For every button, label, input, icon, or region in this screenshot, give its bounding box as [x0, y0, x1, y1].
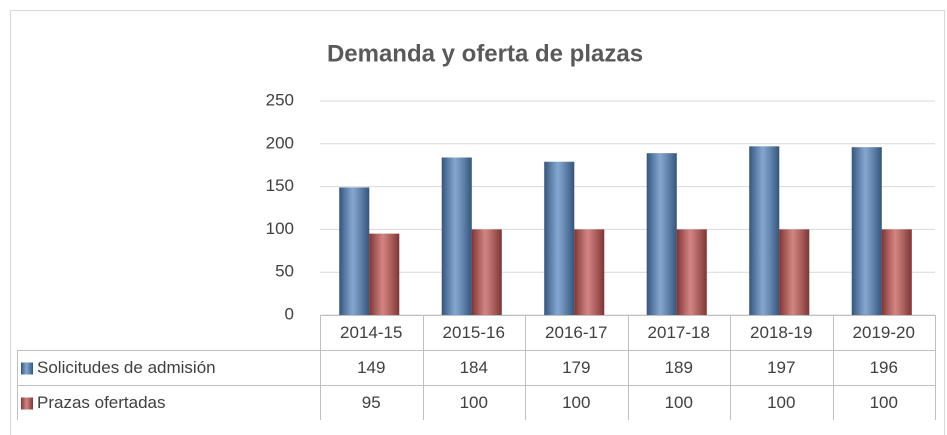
- y-tick-label: 150: [266, 176, 294, 195]
- table-value: 100: [460, 393, 488, 412]
- table-value: 100: [562, 393, 590, 412]
- x-tick-label: 2018-19: [750, 323, 812, 342]
- y-tick-label: 100: [266, 219, 294, 238]
- table-value: 95: [362, 393, 381, 412]
- x-tick-label: 2017-18: [648, 323, 710, 342]
- bar-shade: [339, 187, 370, 315]
- bar-shade: [646, 153, 677, 315]
- bar-shade: [749, 146, 780, 315]
- bar-shade: [881, 229, 912, 315]
- x-tick-label: 2016-17: [545, 323, 607, 342]
- x-tick-label: 2014-15: [340, 323, 402, 342]
- legend-key-shade: [21, 362, 33, 375]
- table-value: 100: [665, 393, 693, 412]
- bar-shade: [574, 229, 605, 315]
- chart-frame: [10, 10, 945, 435]
- table-value: 100: [870, 393, 898, 412]
- bar-shade: [471, 229, 502, 315]
- bar-shade: [544, 161, 575, 315]
- table-value: 189: [665, 358, 693, 377]
- x-tick-label: 2019-20: [853, 323, 915, 342]
- table-value: 197: [767, 358, 795, 377]
- legend-label: Prazas ofertadas: [37, 393, 166, 412]
- y-tick-label: 50: [275, 262, 294, 281]
- x-tick-label: 2015-16: [443, 323, 505, 342]
- chart-title: Demanda y oferta de plazas: [327, 40, 643, 67]
- legend-key-shade: [21, 397, 33, 410]
- table-value: 196: [870, 358, 898, 377]
- table-value: 149: [357, 358, 385, 377]
- y-tick-label: 250: [266, 90, 294, 109]
- y-tick-label: 200: [266, 133, 294, 152]
- bar-shade: [779, 229, 810, 315]
- legend-label: Solicitudes de admisión: [37, 358, 216, 377]
- table-value: 184: [460, 358, 488, 377]
- bar-shade: [441, 157, 472, 315]
- bar-shade: [369, 233, 400, 315]
- bar-shade: [676, 229, 707, 315]
- bar-shade: [851, 147, 882, 315]
- table-value: 100: [767, 393, 795, 412]
- y-tick-label: 0: [285, 304, 294, 323]
- table-value: 179: [562, 358, 590, 377]
